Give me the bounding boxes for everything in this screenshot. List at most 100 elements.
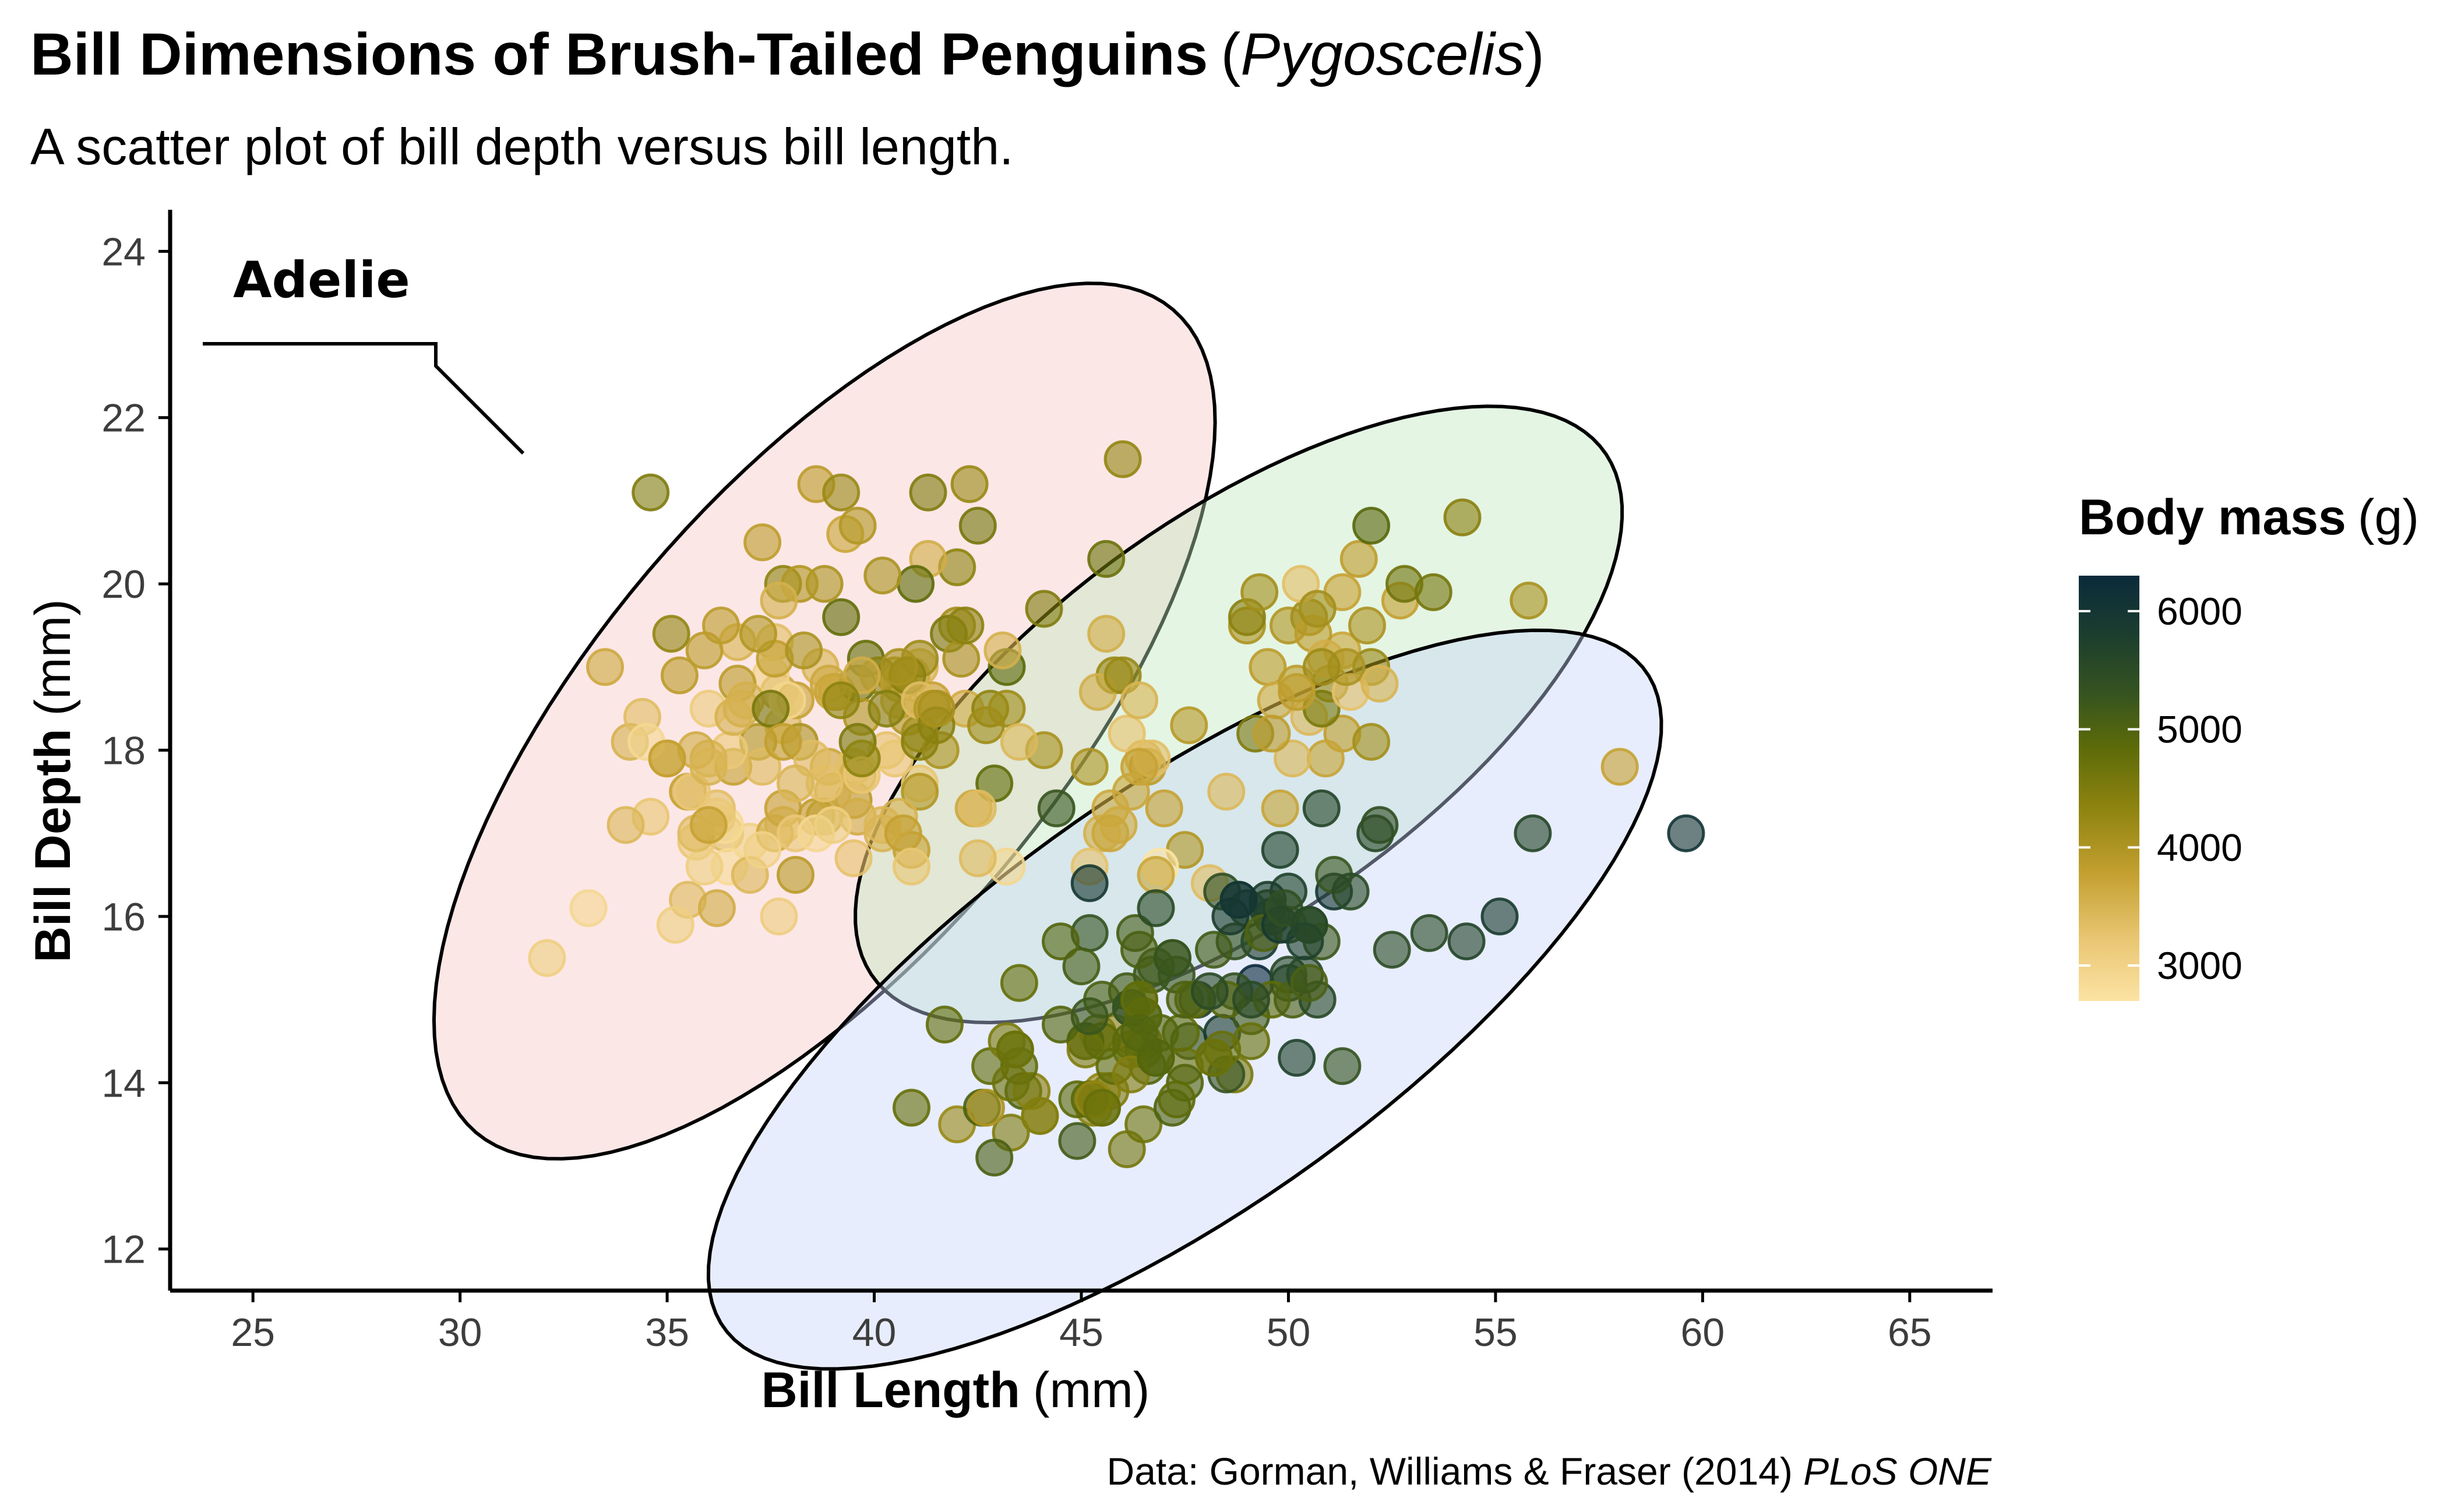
x-tick-label: 60	[1681, 1310, 1725, 1355]
data-point-adelie	[660, 656, 699, 695]
data-point-chinstrap	[1274, 739, 1312, 778]
y-tick-label: 12	[101, 1228, 146, 1272]
data-point-adelie	[569, 889, 608, 928]
data-point-gentoo	[1037, 789, 1076, 827]
x-axis-title: Bill Length (mm)	[761, 1362, 1150, 1418]
data-point-adelie	[752, 689, 790, 728]
data-point-adelie	[648, 739, 686, 778]
adelie-annotation: Adelie	[203, 251, 525, 455]
data-point-gentoo	[1331, 872, 1370, 911]
data-point-chinstrap	[1302, 648, 1341, 686]
data-point-adelie	[702, 607, 740, 644]
x-axis-ticks: 25 30 35 40 45 50 55 60 65	[231, 1291, 1932, 1355]
data-point-adelie	[967, 706, 1005, 745]
x-tick-label: 35	[645, 1310, 689, 1355]
legend-tick-label: 6000	[2157, 590, 2243, 633]
ellipse-adelie	[432, 281, 1217, 1161]
data-point-gentoo	[1124, 1105, 1163, 1144]
data-point-gentoo	[1360, 806, 1399, 844]
data-point-gentoo	[1302, 789, 1341, 827]
data-point-adelie	[842, 656, 881, 695]
data-point-gentoo	[975, 1139, 1014, 1177]
data-point-adelie	[950, 465, 989, 503]
data-point-chinstrap	[1261, 789, 1299, 827]
data-point-adelie	[942, 640, 981, 678]
data-point-adelie	[834, 839, 873, 877]
data-point-adelie	[1087, 540, 1126, 578]
y-tick-label: 16	[101, 895, 146, 939]
data-point-gentoo	[996, 1030, 1034, 1069]
x-tick-label: 65	[1888, 1310, 1932, 1355]
data-point-adelie	[1103, 440, 1142, 478]
data-point-gentoo	[1323, 1047, 1362, 1085]
y-axis-ticks: 12 14 16 18 20 22 24	[101, 230, 170, 1272]
data-point-adelie	[743, 748, 782, 786]
data-point-chinstrap	[1240, 573, 1279, 611]
data-point-adelie	[884, 814, 922, 852]
data-point-adelie	[760, 581, 798, 620]
data-point-adelie	[822, 681, 861, 720]
y-tick-label: 22	[101, 396, 146, 440]
data-point-chinstrap	[1070, 748, 1109, 786]
data-point-chinstrap	[1278, 673, 1316, 711]
y-tick-label: 18	[101, 729, 146, 773]
data-point-chinstrap	[1253, 714, 1291, 753]
data-point-gentoo	[1514, 814, 1552, 852]
data-point-adelie	[863, 556, 902, 595]
data-point-adelie	[739, 615, 777, 653]
ellipse-chinstrap	[854, 404, 1624, 1025]
data-point-adelie	[632, 473, 670, 512]
y-tick-label: 24	[101, 230, 146, 274]
data-point-chinstrap	[1091, 814, 1130, 852]
data-point-chinstrap	[1510, 581, 1548, 620]
legend-ticks: 3000 4000 5000 6000	[2079, 590, 2243, 987]
data-point-gentoo	[1120, 931, 1158, 969]
x-tick-label: 50	[1267, 1310, 1311, 1355]
chart-subtitle: A scatter plot of bill depth versus bill…	[30, 118, 1014, 175]
data-point-chinstrap	[893, 847, 930, 886]
data-point-chinstrap	[1120, 681, 1158, 720]
data-point-gentoo	[992, 1063, 1030, 1102]
data-point-adelie	[917, 689, 955, 728]
data-point-gentoo	[1058, 1122, 1096, 1160]
data-point-gentoo	[1480, 897, 1519, 936]
data-point-adelie	[685, 847, 724, 886]
adelie-label: Adelie	[233, 251, 410, 309]
adelie-leader-line	[203, 342, 525, 455]
data-point-gentoo	[1083, 1088, 1121, 1127]
x-tick-label: 45	[1059, 1310, 1103, 1355]
data-point-gentoo	[1667, 814, 1705, 852]
data-point-gentoo	[1261, 831, 1299, 869]
data-point-gentoo	[967, 1088, 1005, 1127]
data-point-adelie	[652, 615, 690, 653]
x-tick-label: 40	[852, 1310, 897, 1355]
data-point-chinstrap	[1207, 773, 1246, 811]
data-point-gentoo	[1195, 931, 1233, 969]
data-point-adelie	[814, 806, 852, 844]
legend: Body mass (g) 3000 4000 5000 6000	[2079, 489, 2419, 1001]
data-point-gentoo	[1158, 1080, 1196, 1119]
chart-title: Bill Dimensions of Brush-Tailed Penguins…	[30, 21, 1545, 87]
data-point-gentoo	[1000, 964, 1038, 1002]
data-point-chinstrap	[1352, 722, 1391, 761]
legend-colorbar	[2079, 576, 2139, 1001]
data-point-chinstrap	[958, 789, 997, 827]
x-tick-label: 25	[231, 1310, 275, 1355]
data-point-adelie	[697, 889, 736, 928]
data-point-adelie	[586, 648, 624, 686]
data-point-chinstrap	[1348, 607, 1386, 644]
data-point-gentoo	[1021, 1097, 1059, 1135]
data-point-adelie	[822, 598, 861, 636]
data-point-gentoo	[1190, 972, 1229, 1010]
y-axis-title: Bill Depth(mm)	[25, 599, 81, 963]
data-point-adelie	[1025, 590, 1063, 628]
data-point-chinstrap	[1339, 540, 1378, 578]
x-tick-label: 30	[438, 1310, 482, 1355]
legend-title: Body mass (g)	[2079, 489, 2419, 545]
data-point-chinstrap	[1108, 714, 1146, 753]
data-point-gentoo	[1137, 889, 1175, 928]
data-point-chinstrap	[1360, 664, 1399, 703]
data-point-gentoo	[1410, 914, 1448, 952]
data-point-adelie	[760, 897, 798, 936]
data-point-adelie	[764, 722, 802, 761]
